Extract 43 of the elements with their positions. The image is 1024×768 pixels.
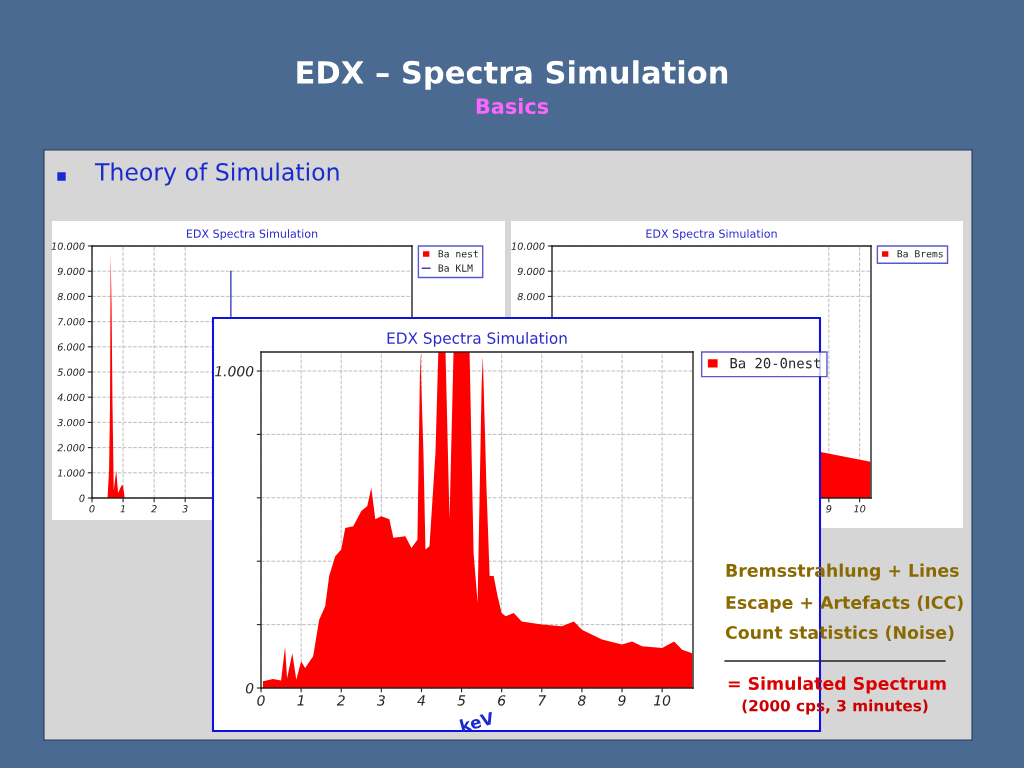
x-tick-label: 8	[577, 695, 586, 706]
x-tick-label: 9	[826, 505, 832, 513]
y-tick-label: 9.000	[517, 267, 545, 276]
chart-title: EDX Spectra Simulation	[387, 332, 567, 347]
x-tick-label: 5	[457, 695, 466, 706]
y-tick-label: 8.000	[517, 292, 545, 301]
x-tick-label: 3	[376, 695, 385, 706]
x-tick-label: 6	[498, 695, 506, 706]
x-tick-label: 4	[417, 695, 425, 706]
x-tick-label: 1	[120, 505, 125, 513]
x-tick-label: 10	[853, 505, 866, 513]
x-tick-label: 2	[336, 695, 345, 706]
y-tick-label: 10.000	[511, 242, 545, 250]
x-tick-label: 0	[257, 695, 265, 706]
legend-label: Ba Brems	[897, 250, 943, 258]
y-tick-label: 7.000	[58, 318, 85, 326]
y-tick-label: 2.000	[57, 444, 85, 452]
legend-label: Ba 20-0nest	[730, 357, 821, 369]
chart-title: EDX Spectra Simulation	[646, 229, 777, 240]
y-tick-label: 10.000	[51, 242, 85, 250]
text: Basics	[476, 97, 549, 115]
x-tick-label: 10	[653, 695, 671, 706]
legend-label: Ba nest	[438, 250, 478, 258]
x-tick-label: 1	[297, 695, 304, 706]
x-tick-label: 9	[618, 695, 626, 706]
x-tick-label: 2	[151, 505, 157, 513]
text: EDX – Spectra Simulation	[297, 60, 728, 90]
y-tick-label: 9.000	[57, 267, 85, 276]
y-tick-label: 3.000	[57, 418, 85, 427]
y-tick-label: 8.000	[57, 292, 85, 301]
y-tick-label: 6.000	[57, 343, 85, 351]
y-tick-label: 4.000	[57, 393, 85, 402]
y-tick-label: 0	[79, 494, 85, 502]
x-tick-label: 3	[182, 505, 188, 513]
y-tick-label: 1.000	[57, 469, 85, 477]
y-tick-label: 5.000	[57, 368, 85, 376]
x-axis-title: keV	[459, 711, 495, 733]
y-tick-label: 1.000	[214, 365, 254, 377]
x-tick-label: 0	[89, 505, 95, 513]
legend-label: Ba KLM	[438, 264, 473, 272]
x-tick-label: 7	[538, 695, 547, 706]
chart-title: EDX Spectra Simulation	[186, 229, 318, 240]
text: Theory of Simulation	[94, 162, 339, 186]
